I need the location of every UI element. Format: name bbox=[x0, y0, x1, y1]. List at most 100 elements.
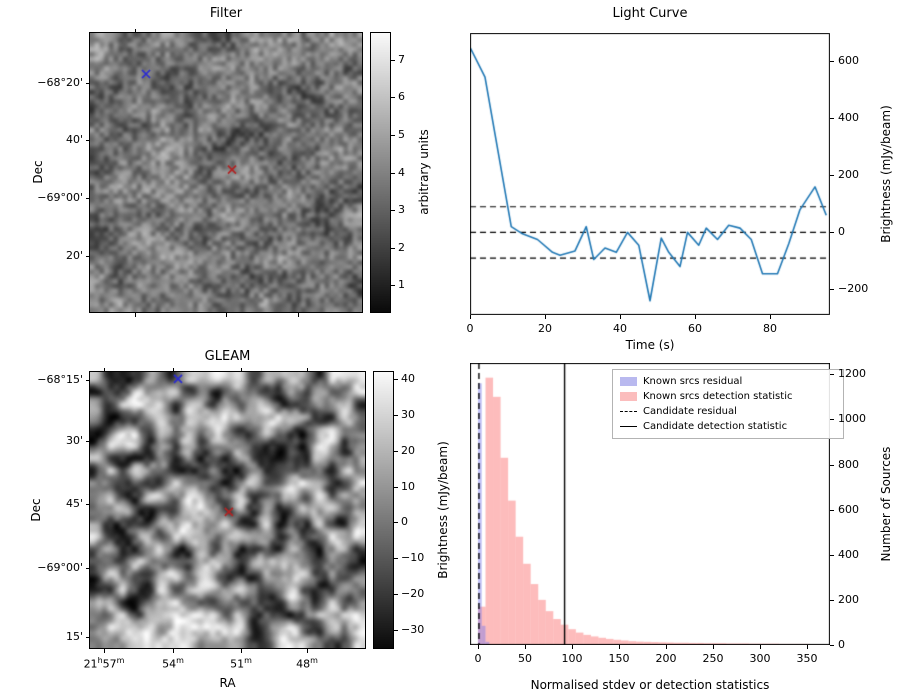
gleam-y-tick bbox=[86, 637, 90, 638]
histogram-x-tick bbox=[666, 645, 667, 649]
gleam-colorbar-tick-label: 40 bbox=[401, 372, 415, 385]
histogram-y-tick bbox=[830, 555, 834, 556]
filter-colorbar-tick bbox=[391, 285, 395, 286]
gleam-colorbar-tick bbox=[394, 522, 398, 523]
histogram-x-tick-label: 250 bbox=[702, 652, 724, 665]
gleam-colorbar-tick bbox=[394, 415, 398, 416]
filter-dec-axis-label: Dec bbox=[31, 160, 45, 184]
legend-item-candidate-detection: Candidate detection statistic bbox=[620, 419, 836, 434]
filter-y-tick-label: 40' bbox=[65, 133, 83, 146]
lightcurve-y-tick-label: 0 bbox=[838, 225, 845, 238]
legend-dashed-line-sample bbox=[620, 411, 637, 412]
histogram-y-tick-label: 1200 bbox=[838, 367, 866, 380]
histogram-x-tick-label: 200 bbox=[655, 652, 677, 665]
histogram-y-tick-label: 800 bbox=[838, 458, 859, 471]
lightcurve-x-tick-label: 80 bbox=[763, 322, 777, 335]
gleam-image bbox=[89, 371, 366, 649]
histogram-x-tick bbox=[525, 645, 526, 649]
lightcurve-x-tick bbox=[620, 315, 621, 319]
histogram-y-tick bbox=[830, 465, 834, 466]
lightcurve-x-tick-label: 20 bbox=[538, 322, 552, 335]
gleam-y-tick bbox=[86, 380, 90, 381]
filter-colorbar-tick bbox=[391, 173, 395, 174]
filter-colorbar-tick-label: 1 bbox=[398, 278, 405, 291]
filter-y-tick bbox=[86, 83, 90, 84]
histogram-legend: Known srcs residual Known srcs detection… bbox=[612, 369, 844, 439]
legend-item-known-residual: Known srcs residual bbox=[620, 374, 836, 389]
histogram-x-tick bbox=[572, 645, 573, 649]
filter-y-tick bbox=[86, 256, 90, 257]
gleam-y-tick-label: 15' bbox=[65, 630, 83, 643]
lightcurve-x-tick-label: 40 bbox=[613, 322, 627, 335]
gleam-colorbar-label: Brightness (mJy/beam) bbox=[436, 441, 450, 579]
gleam-y-tick bbox=[86, 504, 90, 505]
lightcurve-title: Light Curve bbox=[612, 6, 688, 21]
lightcurve-x-tick bbox=[545, 315, 546, 319]
histogram-x-tick-label: 150 bbox=[608, 652, 630, 665]
lightcurve-y-tick bbox=[830, 175, 834, 176]
histogram-y-tick bbox=[830, 645, 834, 646]
gleam-x-tick-bottom bbox=[173, 649, 174, 653]
histogram-y-tick bbox=[830, 419, 834, 420]
lightcurve-x-tick bbox=[770, 315, 771, 319]
histogram-x-tick bbox=[619, 645, 620, 649]
gleam-x-tick-bottom bbox=[104, 649, 105, 653]
filter-x-tick-top bbox=[135, 29, 136, 33]
histogram-y-tick-label: 200 bbox=[838, 593, 859, 606]
gleam-colorbar-tick bbox=[394, 558, 398, 559]
filter-y-tick bbox=[86, 140, 90, 141]
filter-image bbox=[89, 32, 363, 313]
filter-x-tick-bottom bbox=[135, 313, 136, 317]
gleam-colorbar-tick bbox=[394, 379, 398, 380]
gleam-colorbar-tick-label: 30 bbox=[401, 408, 415, 421]
gleam-y-tick-label: −68°15' bbox=[37, 373, 83, 386]
lightcurve-y-tick-label: 600 bbox=[838, 54, 859, 67]
gleam-x-axis-label: RA bbox=[219, 676, 236, 690]
gleam-y-tick-label: −69°00' bbox=[37, 561, 83, 574]
gleam-x-tick-top bbox=[104, 368, 105, 372]
filter-colorbar-tick-label: 7 bbox=[398, 53, 405, 66]
gleam-x-tick-label: 54m bbox=[162, 656, 184, 671]
legend-item-known-detection: Known srcs detection statistic bbox=[620, 389, 836, 404]
lightcurve-y-tick-label: 200 bbox=[838, 168, 859, 181]
filter-colorbar-tick-label: 3 bbox=[398, 203, 405, 216]
filter-x-tick-bottom bbox=[298, 313, 299, 317]
histogram-x-tick bbox=[760, 645, 761, 649]
histogram-x-tick bbox=[807, 645, 808, 649]
gleam-y-tick bbox=[86, 568, 90, 569]
legend-patch-known-residual bbox=[620, 377, 637, 386]
histogram-x-tick bbox=[478, 645, 479, 649]
filter-colorbar bbox=[370, 32, 391, 313]
lightcurve-x-axis-label: Time (s) bbox=[625, 338, 675, 352]
gleam-colorbar-tick bbox=[394, 594, 398, 595]
lightcurve-y-tick bbox=[830, 232, 834, 233]
histogram-y-tick-label: 600 bbox=[838, 503, 859, 516]
gleam-x-tick-bottom bbox=[307, 649, 308, 653]
legend-item-candidate-residual: Candidate residual bbox=[620, 404, 836, 419]
filter-colorbar-tick-label: 4 bbox=[398, 166, 405, 179]
lightcurve-y-tick bbox=[830, 289, 834, 290]
gleam-colorbar-tick bbox=[394, 487, 398, 488]
legend-label-known-detection: Known srcs detection statistic bbox=[643, 391, 793, 402]
gleam-x-tick-label: 48m bbox=[296, 656, 318, 671]
gleam-colorbar-tick-label: −20 bbox=[401, 587, 425, 600]
histogram-y-tick-label: 400 bbox=[838, 548, 859, 561]
gleam-x-tick-bottom bbox=[241, 649, 242, 653]
gleam-colorbar-tick-label: 0 bbox=[401, 515, 408, 528]
histogram-y-axis-label: Number of Sources bbox=[879, 446, 893, 562]
filter-y-tick-label: −68°20' bbox=[37, 76, 83, 89]
filter-colorbar-tick-label: 6 bbox=[398, 90, 405, 103]
filter-colorbar-tick bbox=[391, 135, 395, 136]
filter-colorbar-tick bbox=[391, 248, 395, 249]
lightcurve-y-tick bbox=[830, 61, 834, 62]
histogram-x-tick bbox=[713, 645, 714, 649]
filter-x-tick-bottom bbox=[226, 313, 227, 317]
histogram-x-tick-label: 50 bbox=[518, 652, 532, 665]
gleam-colorbar-tick-label: 10 bbox=[401, 480, 415, 493]
lightcurve-x-tick-label: 0 bbox=[466, 322, 474, 335]
gleam-title: GLEAM bbox=[204, 349, 251, 364]
lightcurve-y-tick-label: −200 bbox=[838, 282, 869, 295]
filter-x-tick-top bbox=[226, 29, 227, 33]
legend-patch-known-detection bbox=[620, 392, 637, 401]
